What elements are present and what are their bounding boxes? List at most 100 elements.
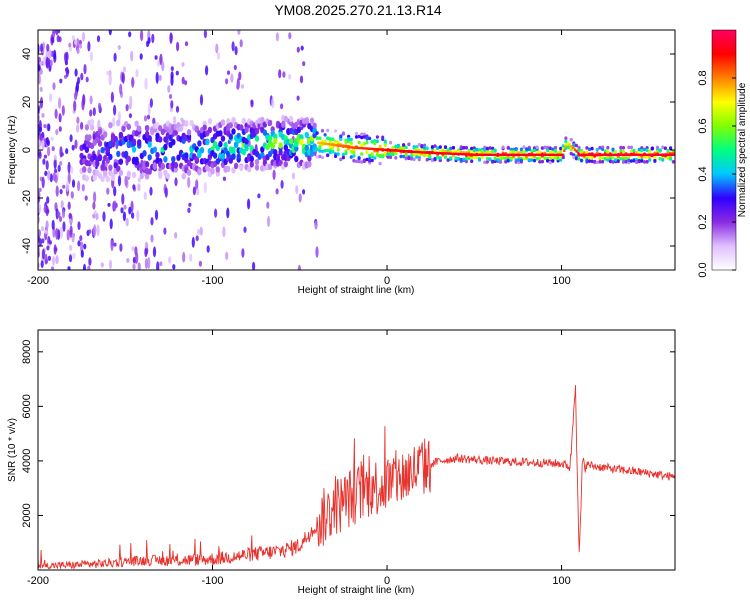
spectral-bin [365, 134, 369, 138]
colorbar-tick-label: 0.6 [697, 118, 709, 133]
ridge-bin [643, 153, 646, 156]
spectral-bin [619, 145, 623, 150]
spectral-bin [368, 157, 372, 161]
ridge-bin [626, 153, 629, 156]
spectral-bin [207, 126, 213, 134]
spectral-bin [171, 156, 176, 163]
spectral-bin [574, 143, 579, 148]
ridge-bin [519, 153, 522, 156]
spectral-bin [595, 147, 599, 152]
noise-speckle [126, 258, 130, 263]
ridge-bin [341, 145, 344, 148]
noise-speckle [113, 52, 117, 62]
ridge-bin [538, 153, 542, 156]
spectral-bin [632, 158, 636, 163]
spectral-bin [640, 148, 644, 153]
spectral-bin [661, 158, 665, 162]
noise-speckle [89, 109, 93, 117]
noise-speckle [282, 71, 286, 78]
noise-speckle [42, 56, 46, 67]
spectral-bin [616, 159, 620, 163]
spectral-bin [457, 157, 461, 161]
noise-speckle [107, 202, 111, 207]
spectral-bin [254, 164, 260, 171]
spectral-bin [147, 154, 152, 161]
spectral-bin [415, 152, 419, 157]
spectral-bin [477, 150, 482, 155]
spectral-bin [89, 118, 95, 126]
noise-speckle [53, 244, 57, 255]
spectral-bin [92, 174, 97, 181]
spectral-bin [614, 150, 618, 154]
spectral-bin [611, 160, 615, 164]
ridge-bin [374, 148, 377, 151]
spectral-bin [142, 150, 147, 157]
spectral-bin [409, 157, 414, 161]
ridge-bin [591, 153, 594, 156]
ridge-bin [458, 152, 461, 156]
spectral-bin [548, 160, 552, 165]
noise-speckle [302, 61, 306, 67]
noise-speckle [123, 204, 127, 210]
noise-speckle [132, 184, 136, 190]
ridge-bin [455, 152, 458, 156]
spectral-bin [134, 120, 139, 127]
spectral-bin [84, 124, 90, 131]
noise-speckle [113, 104, 117, 116]
spectral-bin [548, 155, 552, 160]
noise-speckle [174, 177, 178, 187]
spectral-bin [506, 158, 510, 163]
spectral-bin [433, 148, 437, 153]
spectral-bin [648, 158, 652, 162]
spectral-bin [464, 159, 468, 164]
noise-speckle [280, 103, 284, 110]
spectral-bin [352, 158, 356, 163]
spectral-bin [464, 156, 468, 161]
noise-speckle [61, 105, 65, 116]
spectral-bin [323, 148, 327, 153]
noise-speckle [299, 75, 304, 84]
spectral-bin [546, 148, 550, 153]
snr-frame [37, 329, 676, 571]
ridge-bin [579, 153, 582, 156]
spectral-bin [409, 154, 414, 158]
spectral-bin [378, 161, 382, 166]
spectral-bin [438, 156, 442, 160]
spectral-bin [624, 156, 628, 161]
spectral-bin [197, 169, 202, 176]
noise-speckle [184, 80, 188, 86]
noise-speckle [45, 220, 49, 230]
spectral-bin [126, 123, 131, 130]
noise-speckle [56, 35, 60, 43]
noise-speckle [121, 72, 125, 84]
ridge-bin [589, 153, 592, 156]
noise-speckle [137, 183, 141, 192]
ridge-bin [486, 153, 489, 156]
noise-speckle [128, 113, 132, 119]
noise-speckle [182, 251, 186, 263]
spectral-bin [412, 157, 416, 162]
y-tick-label: 2000 [21, 503, 33, 527]
spectral-bin [320, 155, 325, 160]
spectral-bin [538, 160, 542, 164]
spectral-bin [360, 135, 364, 140]
y-tick-label: 4000 [21, 449, 33, 473]
spectral-bin [404, 152, 408, 157]
noise-speckle [120, 207, 124, 214]
noise-speckle [117, 45, 121, 50]
spectral-bin [184, 152, 189, 159]
ridge-bin [465, 153, 468, 156]
spectral-bin [472, 146, 476, 150]
noise-speckle [280, 180, 284, 189]
spectral-bin [425, 146, 429, 150]
ridge-bin [572, 146, 575, 150]
noise-speckle [41, 248, 46, 260]
noise-speckle [139, 53, 143, 60]
spectral-bin [197, 140, 202, 147]
spectral-bin [504, 159, 508, 164]
noise-speckle [84, 195, 88, 201]
spectral-bin [121, 125, 126, 133]
spectral-bin [475, 155, 479, 159]
ridge-bin [493, 153, 496, 156]
ridge-bin [376, 148, 379, 151]
